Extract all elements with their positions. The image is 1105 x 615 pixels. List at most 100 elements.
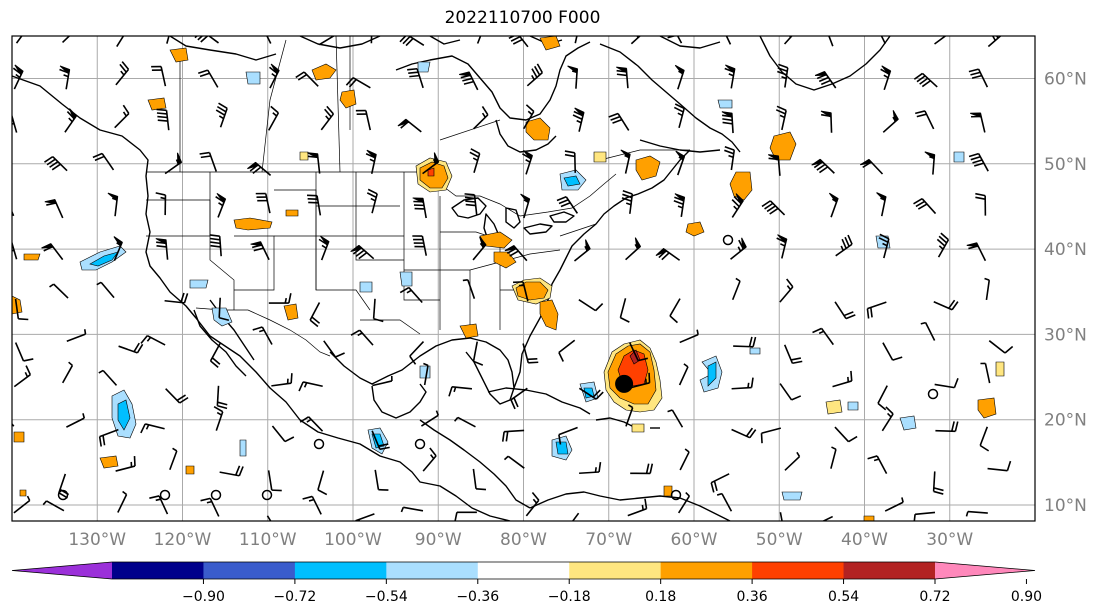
wind-barb [878,233,890,259]
wind-barb [41,243,64,261]
wind-barb [520,193,531,219]
longitude-label: 50°W [756,530,803,550]
wind-barb [503,455,525,469]
wind-barb [731,377,754,390]
longitude-label: 70°W [585,530,632,550]
wind-barb [370,36,373,44]
wind-barb [835,234,853,257]
wind-barb [323,340,345,358]
wind-barb [149,495,169,515]
wind-barb [209,234,222,257]
latitude-labels: 60°N 50°N 40°N 30°N 20°N 10°N [1044,70,1087,517]
wind-barb [620,149,631,174]
wind-barb [140,423,165,434]
wind-barb [462,279,476,299]
wind-barb [13,495,31,514]
wind-barb [61,361,74,384]
wind-barb [12,168,13,171]
wind-barb [213,405,224,431]
wind-barb [920,321,936,341]
wind-barb [409,340,425,365]
wind-barb [621,189,634,214]
wind-barb [422,152,440,175]
wind-barb [345,77,371,89]
wind-barb [155,192,167,216]
wind-barb [731,277,741,301]
wind-barb [165,388,189,404]
wind-barb [882,342,903,361]
wind-barb [913,198,937,215]
wind-barb [44,199,64,219]
wind-barb [811,158,835,174]
wind-barb [473,105,489,130]
longitude-label: 100°W [324,530,382,550]
wind-barb [716,492,733,512]
wind-barb [859,158,884,175]
wind-barb [399,286,423,304]
wind-barb [215,102,228,128]
wind-barb [630,463,654,475]
wind-barb [924,151,936,175]
wind-barb [820,110,833,133]
wind-barb [366,188,378,214]
wind-barb [768,154,781,176]
latitude-label: 60°N [1044,70,1087,90]
wind-barb [14,298,29,321]
wind-barb [317,470,328,496]
wind-barb [198,69,219,88]
wind-barb [66,329,87,342]
wind-barb [867,455,888,474]
wind-barb [115,456,136,472]
wind-barb [469,148,481,173]
wind-barb [116,36,125,47]
wind-barb [980,362,991,384]
wind-barb [567,65,579,89]
calm-wind-circles [57,234,939,501]
wind-barb [913,72,938,88]
wind-barb [818,36,834,47]
wind-barb [295,71,319,87]
wind-barb [987,460,1012,472]
wind-barb [107,192,119,217]
wind-barb [564,150,577,173]
wind-barb [521,149,533,175]
wind-barb [880,36,886,45]
wind-barb [915,110,935,130]
wind-barb [372,298,384,323]
wind-barb [299,416,324,432]
wind-barb [679,329,699,344]
wind-barb [252,326,273,345]
wind-barb [156,108,170,131]
wind-barb [151,65,167,87]
wind-barb [725,36,732,45]
wind-barb [12,467,13,469]
wind-barb [164,292,189,304]
wind-barb [64,108,77,133]
colorbar-tick-label: 0.72 [919,589,950,605]
wind-barb [932,471,944,495]
wind-barb [453,416,476,428]
wind-barb [673,193,686,218]
wind-barb [42,500,65,512]
wind-barb [966,242,987,262]
wind-barb [472,341,484,366]
wind-barb [267,105,280,131]
wind-barb [412,235,428,256]
wind-barb [779,278,794,303]
wind-barb [400,506,424,513]
wind-barb [970,112,986,133]
wind-barb [677,492,691,514]
wind-barb [200,497,220,517]
wind-barb [828,192,839,218]
colorbar-extend-high [935,562,1035,579]
wind-barb [988,340,1014,354]
wind-barb [219,465,244,477]
wind-barbs [12,36,1014,521]
wind-barb [730,237,747,260]
wind-barb [216,385,228,410]
colorbar-tick-label: 0.36 [737,589,768,605]
wind-barb [812,327,834,346]
wind-barb [777,63,789,88]
wind-barb [525,492,540,517]
